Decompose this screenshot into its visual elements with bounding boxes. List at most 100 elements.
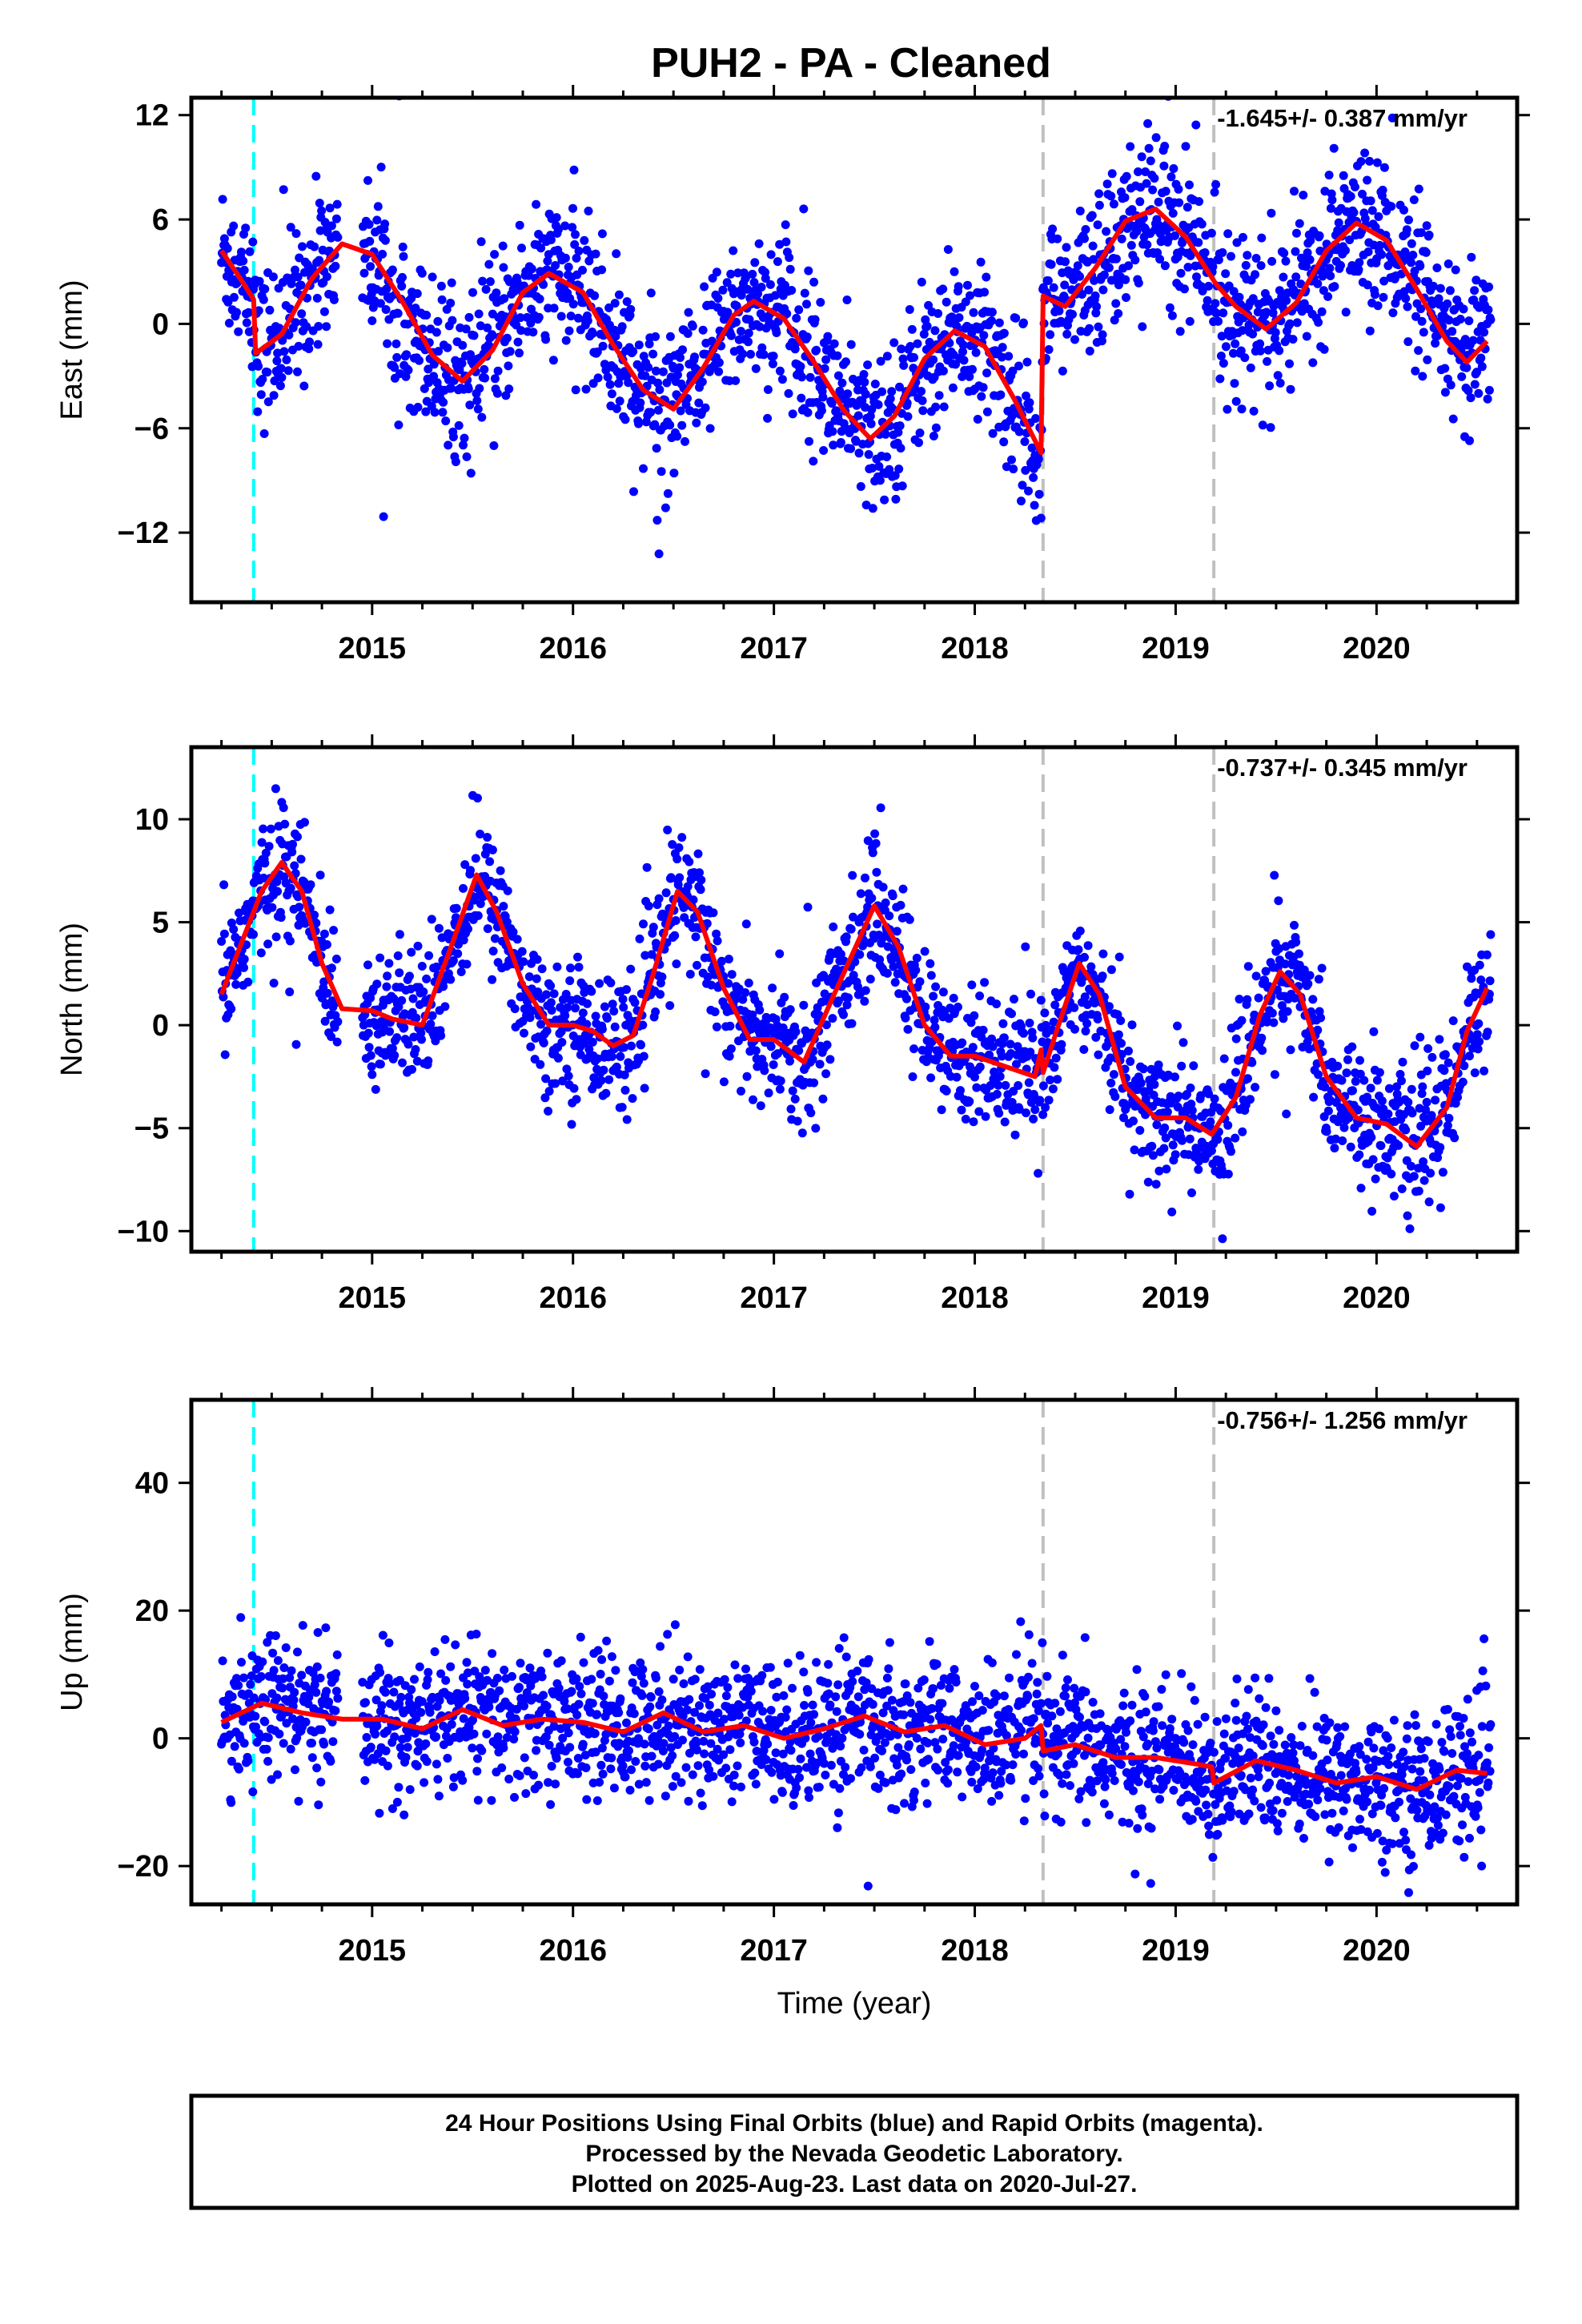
data-point [631,1757,640,1766]
data-point [1421,247,1431,257]
data-point [270,376,279,386]
data-point [1093,220,1102,230]
data-point [1389,1192,1399,1201]
data-point [847,1019,857,1028]
data-point [742,1072,752,1081]
data-point [638,1665,648,1675]
data-point [821,1020,831,1030]
data-point [1130,1145,1139,1155]
data-point [284,330,294,340]
data-point [317,206,327,215]
data-point [1486,315,1496,324]
data-point [1082,1019,1092,1028]
data-point [979,331,989,340]
data-point [368,303,378,312]
data-point [408,1064,416,1074]
data-point [269,979,279,988]
data-point [1080,234,1089,243]
data-point [1326,271,1335,280]
data-point [246,1679,255,1689]
data-point [1176,268,1186,278]
data-point [889,338,899,348]
data-point [1342,1068,1351,1078]
data-point [785,1056,794,1066]
data-point [273,1656,283,1665]
data-point [1349,207,1359,217]
data-point [398,242,408,251]
data-point [865,975,875,984]
data-point [422,974,432,983]
data-point [371,1084,380,1094]
data-point [1286,1045,1295,1055]
data-point [874,461,884,471]
data-point [217,937,227,946]
data-point [499,902,508,911]
data-point [671,916,681,925]
data-point [551,1079,560,1088]
data-point [1027,443,1037,452]
data-point [741,919,751,929]
data-point [278,1683,287,1693]
data-point [532,1746,541,1755]
data-point [1467,252,1476,262]
data-point [905,305,914,314]
data-point [1170,1072,1179,1082]
x-tick-label: 2020 [1343,632,1411,665]
data-point [673,880,683,890]
data-point [591,1747,600,1757]
data-point [1174,1092,1183,1101]
data-point [651,366,661,376]
data-point [322,1687,331,1696]
data-point [661,503,670,513]
data-point [1290,920,1299,930]
data-point [1288,335,1298,344]
data-point [604,303,614,312]
data-point [657,972,667,982]
data-point [263,1638,272,1647]
data-point [1237,1015,1247,1025]
data-point [413,941,423,951]
data-point [712,1022,721,1031]
data-point [1025,1019,1034,1027]
data-point [639,464,648,473]
data-point [315,1673,325,1683]
data-point [519,957,528,967]
data-point [512,277,522,287]
data-point [1399,205,1408,215]
data-point [1329,143,1339,153]
data-point [1147,1141,1157,1151]
data-point [1086,962,1096,971]
data-point [1050,1000,1060,1010]
data-point [702,919,712,928]
data-point [1279,272,1288,282]
data-point [1173,1021,1182,1031]
data-point [1102,227,1111,236]
data-point [1257,1033,1267,1043]
data-point [1177,1061,1186,1071]
data-point [1292,318,1302,328]
data-point [614,290,624,300]
data-point [382,982,391,991]
data-point [583,316,592,325]
data-point [1049,283,1058,292]
data-point [1409,1172,1419,1181]
data-point [870,829,880,838]
data-point [1347,1042,1357,1051]
y-axis-label: North (mm) [55,923,89,1076]
data-point [1464,316,1474,326]
data-point [568,203,577,213]
data-point [656,467,666,476]
data-point [714,358,724,368]
data-point [571,385,580,395]
data-point [797,1128,807,1138]
data-point [282,355,291,364]
data-point [915,977,925,987]
data-point [1166,172,1176,182]
data-point [1117,234,1126,243]
data-point [620,1043,628,1052]
data-point [278,1674,287,1683]
data-point [1116,1016,1126,1025]
data-point [503,886,512,895]
data-point [1243,251,1252,260]
data-point [1319,286,1328,296]
